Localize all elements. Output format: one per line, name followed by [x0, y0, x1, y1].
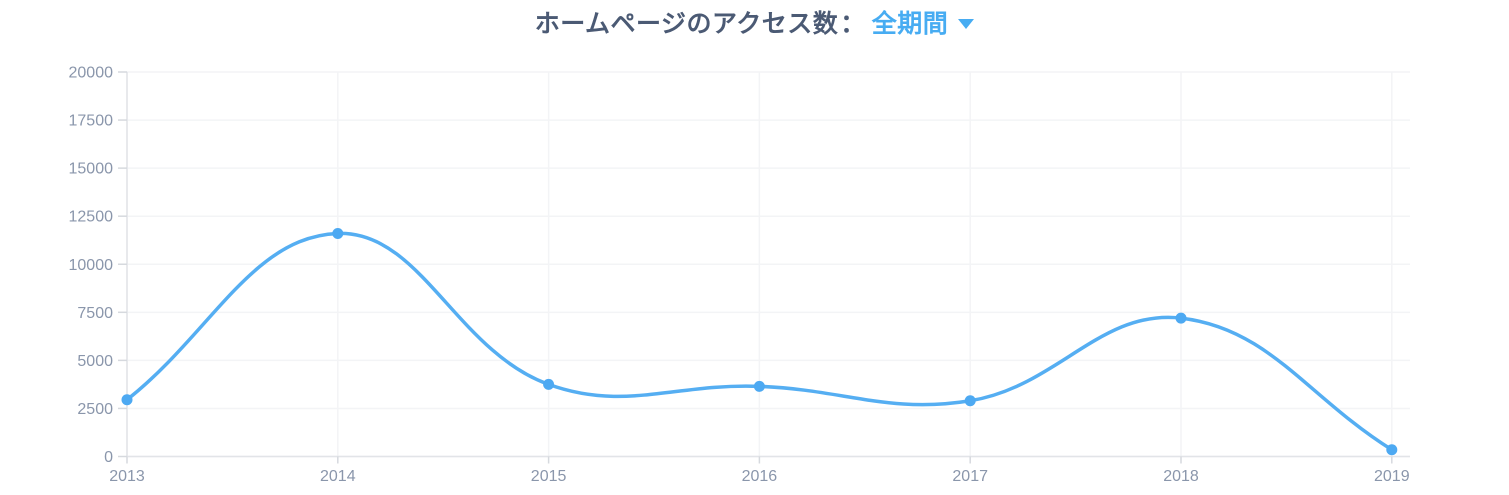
- y-tick-label: 0: [104, 449, 113, 466]
- x-tick-label: 2016: [742, 468, 778, 485]
- y-tick-label: 17500: [69, 113, 114, 130]
- x-tick-label: 2015: [531, 468, 567, 485]
- y-tick-label: 15000: [69, 161, 114, 178]
- data-point[interactable]: [1175, 312, 1187, 324]
- data-point[interactable]: [543, 378, 555, 390]
- x-tick-label: 2018: [1163, 468, 1199, 485]
- data-point[interactable]: [332, 227, 344, 239]
- y-tick-label: 12500: [69, 209, 114, 226]
- data-point[interactable]: [121, 394, 133, 406]
- x-tick-label: 2017: [952, 468, 988, 485]
- x-tick-label: 2014: [320, 468, 356, 485]
- y-tick-label: 20000: [69, 65, 114, 82]
- y-tick-label: 5000: [77, 353, 113, 370]
- caret-down-icon: [958, 19, 975, 29]
- title-separator: ：: [840, 10, 866, 38]
- range-selector[interactable]: 全期間: [872, 4, 975, 40]
- x-tick-label: 2013: [109, 468, 145, 485]
- y-tick-label: 2500: [77, 401, 113, 418]
- data-point[interactable]: [753, 380, 765, 392]
- y-tick-label: 7500: [77, 305, 113, 322]
- data-point[interactable]: [1386, 444, 1398, 456]
- page-title: ホームページのアクセス数: [534, 10, 839, 38]
- x-tick-label: 2019: [1374, 468, 1410, 485]
- range-selector-label[interactable]: 全期間: [871, 10, 949, 38]
- data-point[interactable]: [964, 395, 976, 407]
- y-tick-label: 10000: [69, 257, 114, 274]
- chart-header: ホームページのアクセス数 ： 全期間: [0, 4, 1509, 40]
